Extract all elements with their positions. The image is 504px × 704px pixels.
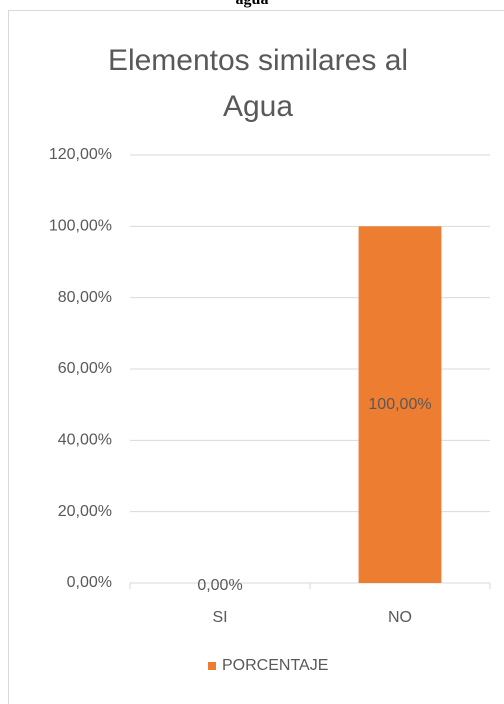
caption: agua [0, 0, 504, 9]
data-label: 0,00% [197, 577, 242, 594]
y-tick-label: 20,00% [58, 503, 112, 520]
y-tick-label: 40,00% [58, 432, 112, 449]
y-tick-label: 80,00% [58, 289, 112, 306]
x-tick-label: SI [212, 609, 227, 626]
y-tick-label: 120,00% [49, 146, 112, 163]
data-label: 100,00% [368, 396, 431, 413]
chart-title: Elementos similares al Agua [107, 44, 409, 123]
bar [358, 226, 442, 584]
legend-swatch [208, 662, 216, 670]
y-tick-label: 100,00% [49, 218, 112, 235]
y-tick-label: 60,00% [58, 360, 112, 377]
chart-border [8, 10, 504, 704]
x-tick-label: NO [388, 609, 412, 626]
legend-label: PORCENTAJE [222, 657, 328, 674]
y-tick-label: 0,00% [67, 574, 112, 591]
